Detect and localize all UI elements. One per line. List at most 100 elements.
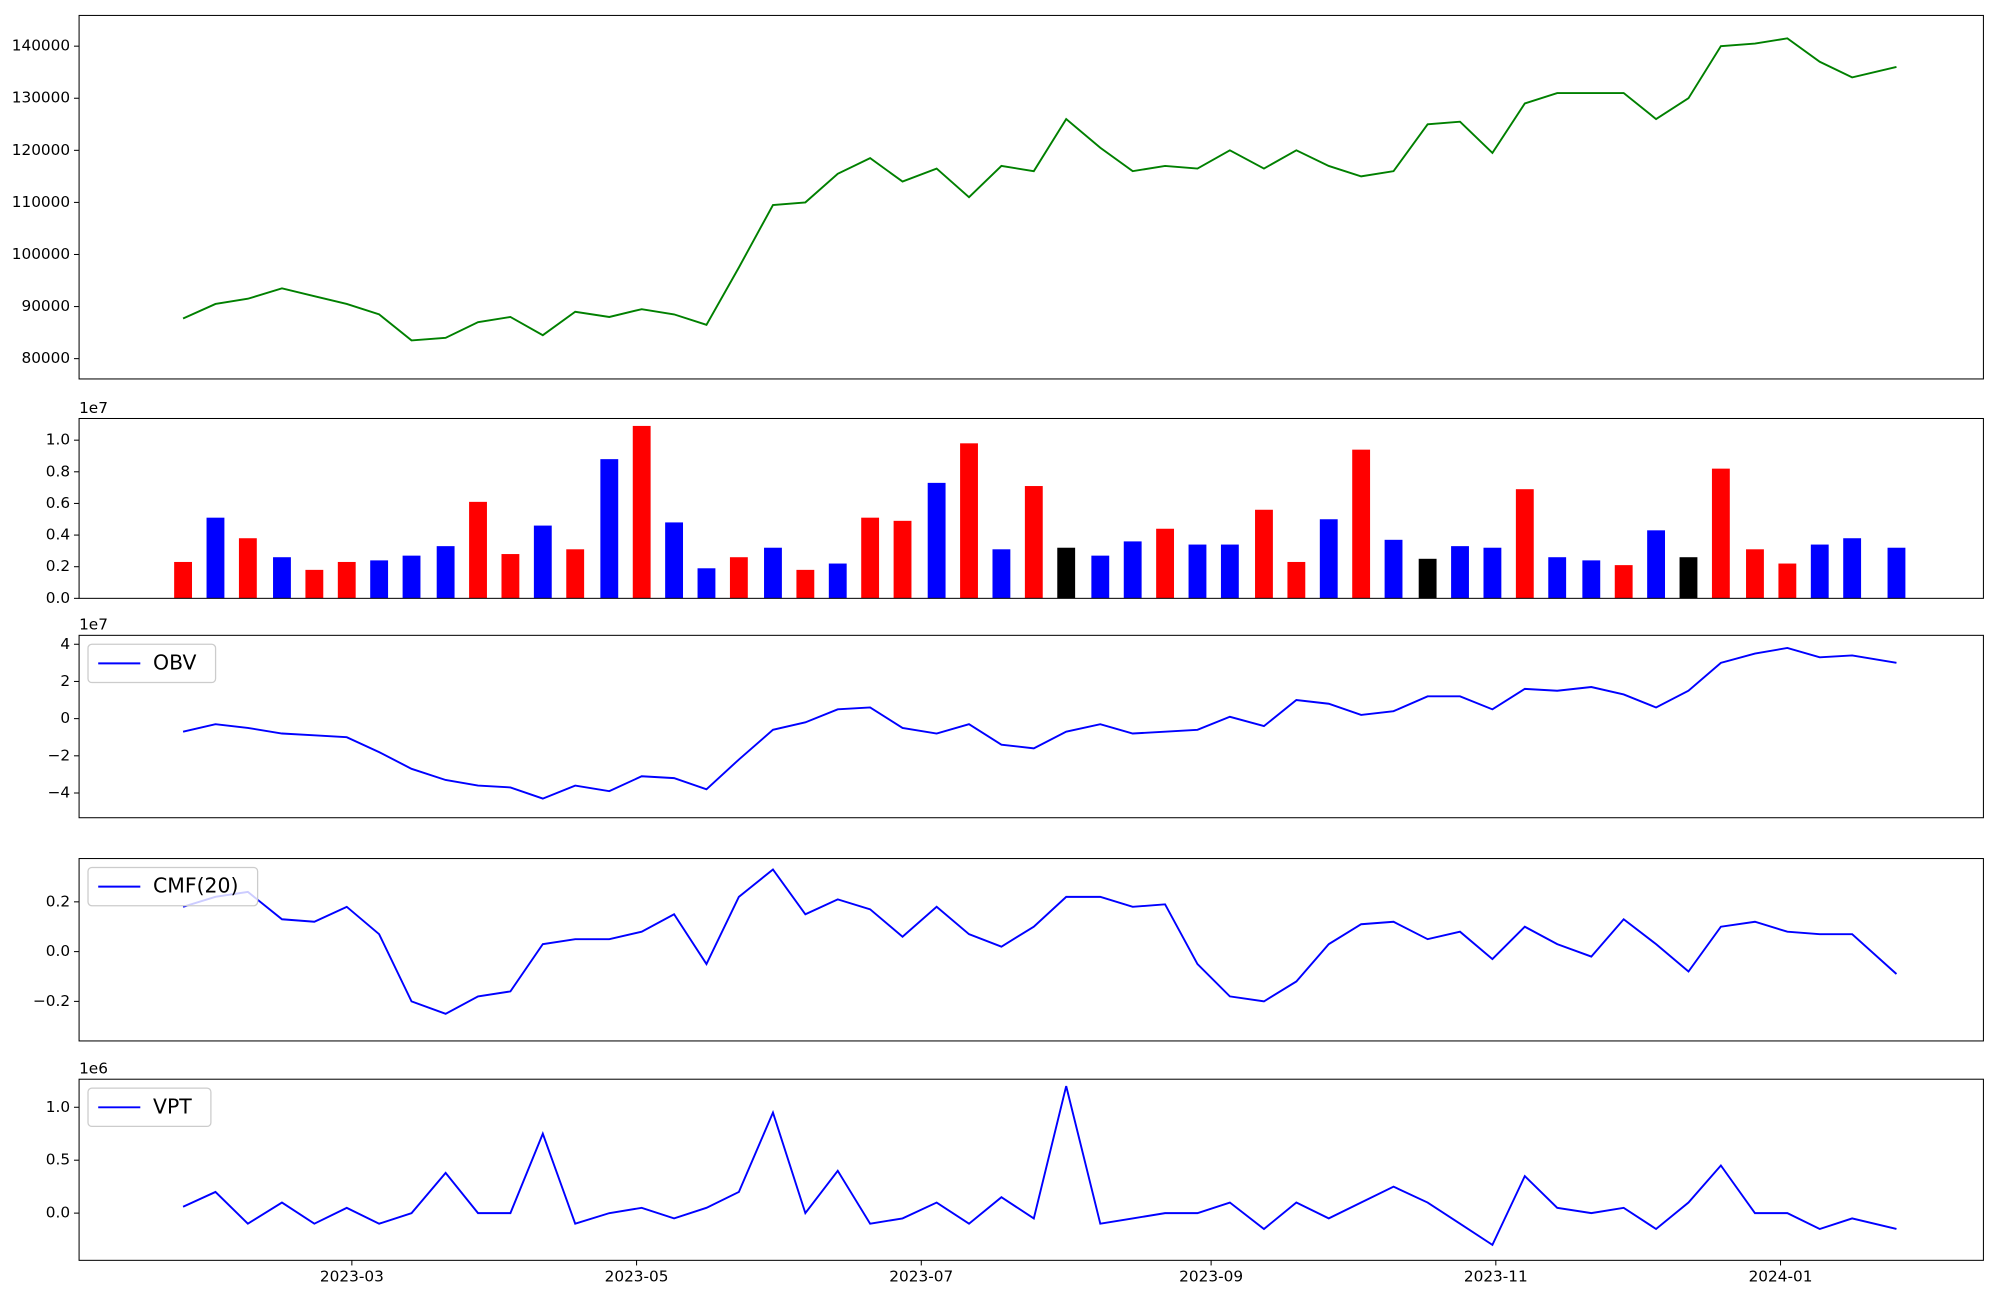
bar <box>1091 555 1110 599</box>
plot-frame <box>78 858 1984 1042</box>
plot-frame <box>78 634 1984 819</box>
plot-frame <box>78 14 1984 380</box>
bar <box>1188 544 1207 599</box>
y-tick-label: 110000 <box>12 193 70 211</box>
bar <box>1220 544 1239 599</box>
y-tick-label: 0.2 <box>46 892 70 910</box>
y-tick-label: 2 <box>60 672 70 690</box>
bar <box>1515 489 1534 599</box>
bar <box>1887 547 1906 599</box>
bar <box>632 425 651 599</box>
bar <box>828 563 847 599</box>
y-tick-label: 1.0 <box>46 1098 70 1116</box>
legend-box <box>87 1087 212 1128</box>
legend-label: CMF(20) <box>153 874 238 898</box>
bar <box>697 568 716 599</box>
bar <box>1352 449 1371 599</box>
y-tick-label: 80000 <box>21 349 70 367</box>
legend-box <box>87 643 217 684</box>
bar <box>1647 530 1666 599</box>
bar <box>469 501 487 599</box>
line <box>182 37 1897 342</box>
plot-frame <box>78 417 1984 599</box>
y-tick-label: 0.0 <box>46 589 70 607</box>
bar <box>1123 541 1142 599</box>
offset-text: 1e7 <box>79 399 108 417</box>
bar <box>1582 560 1601 599</box>
y-tick-label: −2 <box>48 746 71 764</box>
bar <box>501 554 520 599</box>
bar <box>1418 558 1437 599</box>
line <box>182 646 1897 800</box>
y-tick-label: 4 <box>60 635 70 653</box>
bar <box>1255 509 1273 599</box>
y-tick-label: 120000 <box>12 141 70 159</box>
bar <box>600 459 619 599</box>
y-tick-label: 100000 <box>12 245 70 263</box>
line <box>182 868 1898 1015</box>
legend-box <box>87 866 259 907</box>
y-tick-label: 90000 <box>21 297 70 315</box>
bar <box>1024 486 1043 599</box>
x-tick-label: 2023-11 <box>1464 1267 1528 1285</box>
x-tick-label: 2023-05 <box>605 1267 669 1285</box>
line <box>182 1085 1897 1247</box>
y-tick-label: 1.0 <box>46 431 70 449</box>
bar <box>1287 561 1306 599</box>
bar <box>1843 538 1862 599</box>
bar <box>566 549 585 599</box>
bar <box>796 569 815 599</box>
bar <box>1679 557 1698 599</box>
bar <box>1483 547 1502 599</box>
plot-frame <box>78 1078 1984 1261</box>
bar <box>436 546 455 599</box>
bar <box>1451 546 1469 599</box>
bar <box>1778 563 1797 599</box>
bar <box>729 557 748 599</box>
legend-label: OBV <box>153 650 196 674</box>
bar <box>533 525 552 599</box>
bar <box>893 520 912 599</box>
y-tick-label: −0.2 <box>33 992 70 1010</box>
y-tick-label: −4 <box>48 784 71 802</box>
bar <box>1156 528 1175 599</box>
y-tick-label: 0.6 <box>46 494 70 512</box>
bar <box>174 561 193 599</box>
bar <box>1384 539 1403 599</box>
y-tick-label: 0.8 <box>46 462 70 480</box>
bar <box>992 549 1011 599</box>
y-tick-label: 0 <box>60 709 70 727</box>
offset-text: 1e7 <box>79 616 108 634</box>
bar <box>665 522 684 599</box>
bar <box>402 555 421 599</box>
bar <box>305 569 324 599</box>
bar <box>927 482 946 599</box>
legend-label: VPT <box>153 1094 192 1118</box>
y-tick-label: 0.4 <box>46 526 70 544</box>
bar <box>1057 547 1076 599</box>
bar <box>370 560 389 599</box>
x-tick-label: 2023-09 <box>1179 1267 1243 1285</box>
x-tick-label: 2023-03 <box>320 1267 384 1285</box>
y-tick-label: 0.5 <box>46 1151 70 1169</box>
bar <box>206 517 225 599</box>
bar <box>1711 468 1730 599</box>
y-tick-label: 130000 <box>12 89 70 107</box>
bar <box>1319 519 1338 599</box>
bar <box>960 443 978 599</box>
x-tick-label: 2023-07 <box>889 1267 953 1285</box>
bar <box>337 561 356 599</box>
y-tick-label: 0.0 <box>46 942 70 960</box>
y-tick-label: 0.0 <box>46 1204 70 1222</box>
bar <box>1548 557 1567 599</box>
bar <box>238 538 257 599</box>
bar <box>1810 544 1829 599</box>
bar <box>1746 549 1764 599</box>
x-tick-label: 2024-01 <box>1749 1267 1813 1285</box>
y-tick-label: 140000 <box>12 37 70 55</box>
y-tick-label: 0.2 <box>46 557 70 575</box>
bar <box>1614 565 1633 599</box>
bar <box>861 517 880 599</box>
